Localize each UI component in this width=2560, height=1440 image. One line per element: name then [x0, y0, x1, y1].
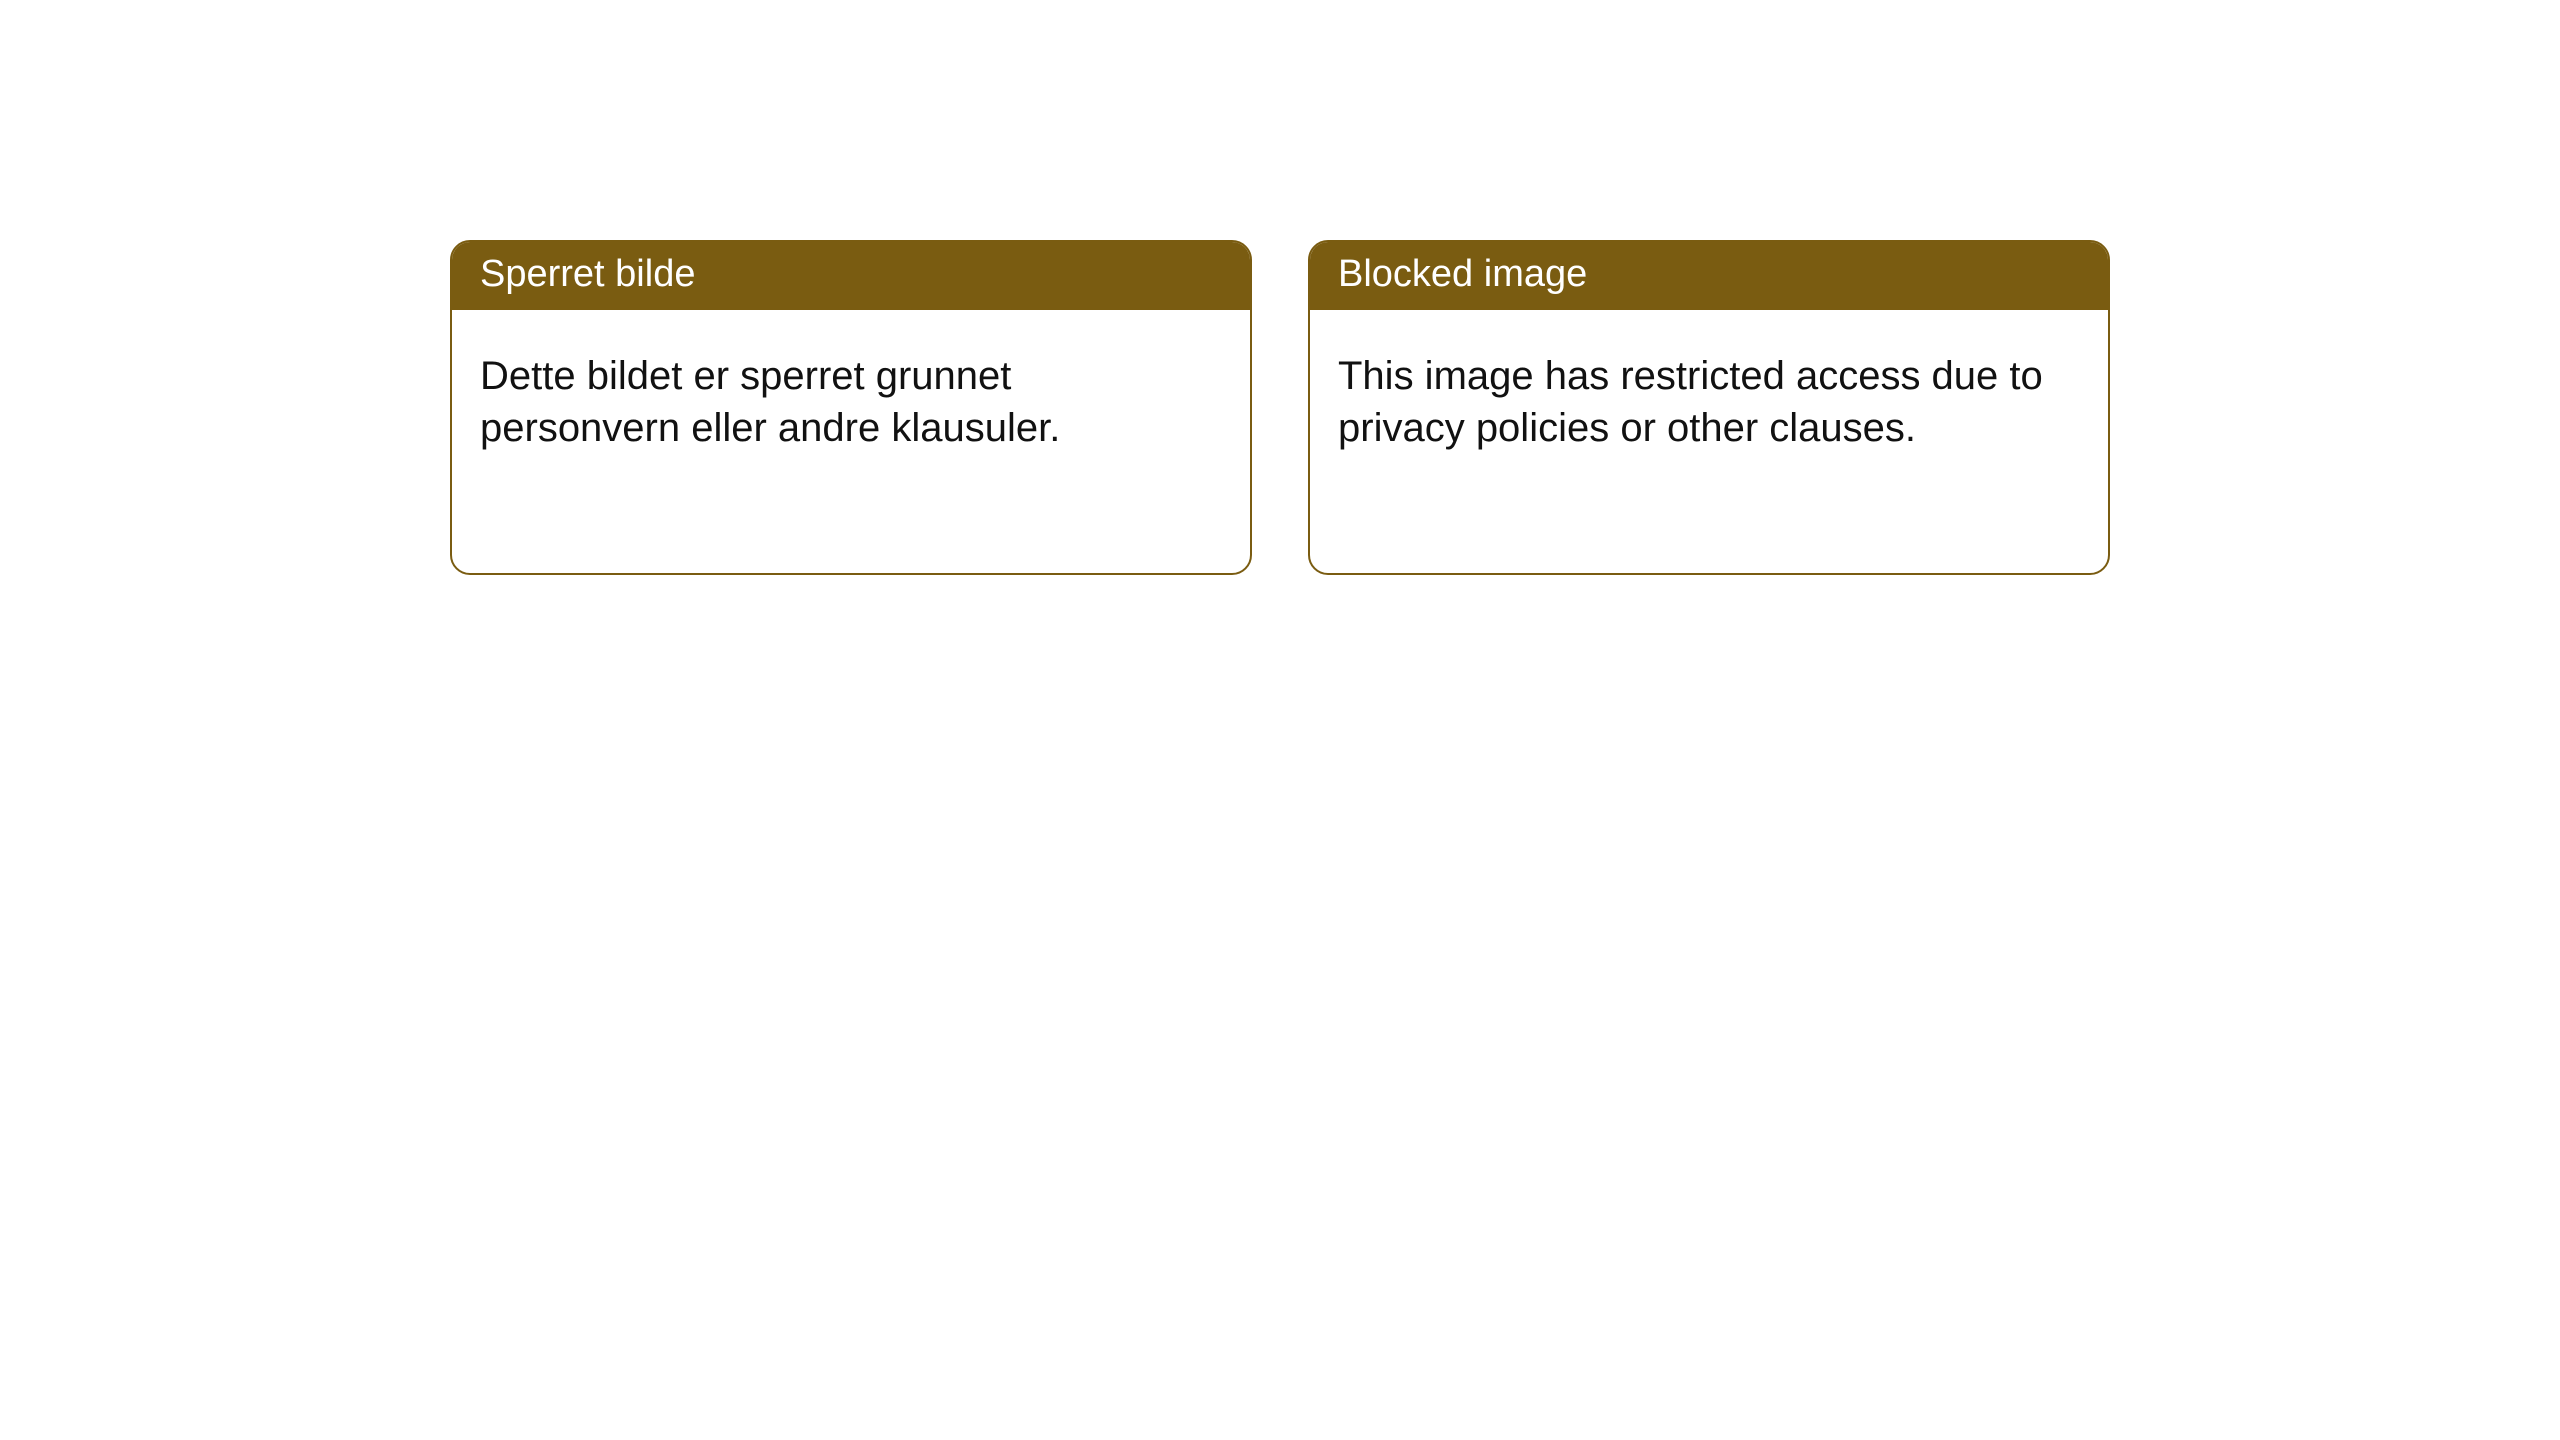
notice-body-text: This image has restricted access due to …	[1310, 310, 2108, 482]
notice-body-text: Dette bildet er sperret grunnet personve…	[452, 310, 1250, 482]
notice-container: Sperret bilde Dette bildet er sperret gr…	[0, 0, 2560, 575]
notice-title: Blocked image	[1310, 242, 2108, 310]
notice-card-norwegian: Sperret bilde Dette bildet er sperret gr…	[450, 240, 1252, 575]
notice-card-english: Blocked image This image has restricted …	[1308, 240, 2110, 575]
notice-title: Sperret bilde	[452, 242, 1250, 310]
